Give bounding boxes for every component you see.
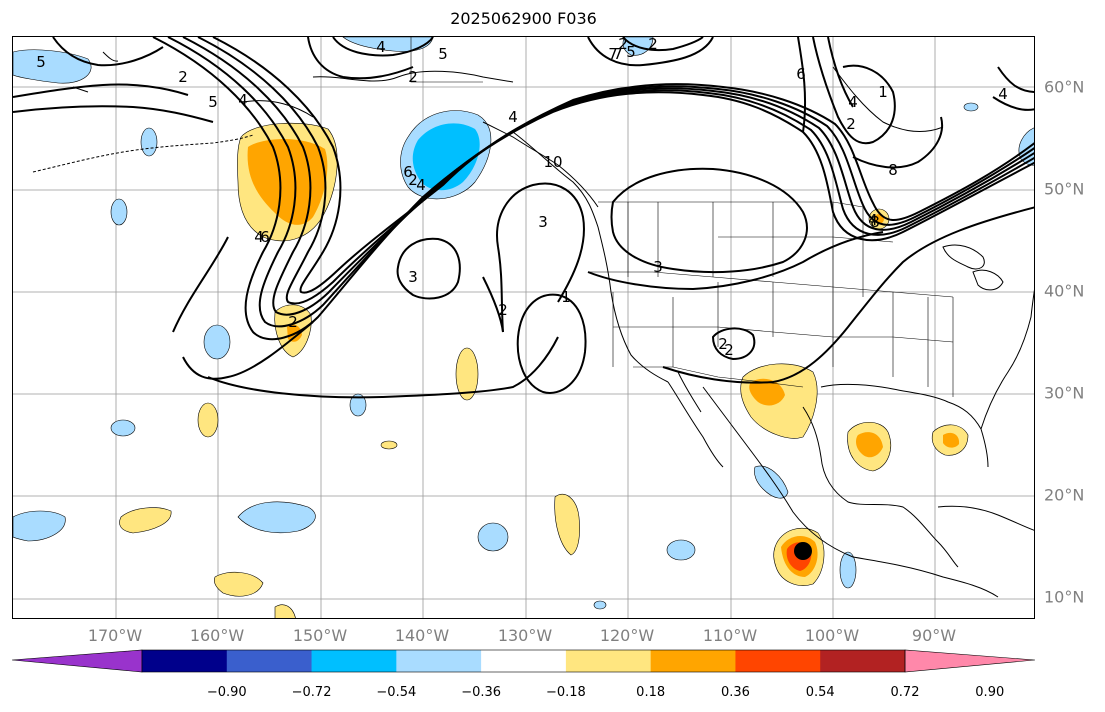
contour-label: 6 (260, 228, 270, 246)
colorbar-segment (311, 650, 397, 672)
longitude-label: 120°W (599, 626, 655, 645)
contour-label: 4 (868, 211, 878, 229)
contour-label: 4 (254, 228, 264, 246)
colorbar-segment (565, 650, 652, 672)
longitude-label: 150°W (292, 626, 348, 645)
contour-label: 2 (718, 335, 728, 353)
height-contours (13, 37, 1034, 399)
longitude-label: 130°W (497, 626, 553, 645)
contour-label: 7 (608, 45, 618, 63)
contour-label: 2 (498, 301, 508, 319)
contour-label: 2 (178, 68, 188, 86)
map-panel: 5 4 5 2 5 2 7 2 2 4 5 6 4 8 4 2 4 6 3 10 4 3 2 1 2 3 2 4 1 2 7 6 8 4 2 (12, 36, 1035, 619)
longitude-label: 160°W (189, 626, 245, 645)
contour-label: 4 (416, 176, 426, 194)
contour-label: 7 (613, 45, 623, 63)
colorbar-tick-label: 0.36 (720, 685, 750, 700)
contour-label: 8 (888, 161, 898, 179)
colorbar-segment (142, 650, 228, 672)
colorbar-tick-label: −0.36 (461, 685, 502, 700)
contour-label: 3 (653, 258, 663, 276)
longitude-label: 170°W (87, 626, 143, 645)
contour-label: 2 (648, 37, 658, 53)
contour-label: 4 (848, 93, 858, 111)
strong-negative-anomaly-gulf-alaska (412, 123, 480, 191)
negative-anomaly-northwest (13, 49, 92, 84)
colorbar-tick-label: −0.18 (545, 685, 586, 700)
colorbar-segment (481, 650, 567, 672)
colorbar-extend-high (904, 649, 1036, 673)
contour-label: 2 (846, 115, 856, 133)
contour-label: 4 (998, 85, 1008, 103)
colorbar-tick-label: 0.90 (975, 685, 1005, 700)
contour-label: 2 (408, 171, 418, 189)
latitude-label: 60°N (1044, 77, 1085, 97)
colorbar-segment (226, 650, 313, 672)
colorbar-tick-label: 0.72 (890, 685, 920, 700)
colorbar-segment (735, 650, 821, 672)
colorbar-tick-label: −0.72 (291, 685, 332, 700)
colorbar-segment (650, 650, 736, 672)
negative-anomaly-north-center (342, 37, 434, 52)
contour-label: 1 (878, 83, 888, 101)
shaded-anomalies (13, 37, 1034, 618)
latitude-label: 20°N (1044, 485, 1085, 505)
colorbar-tick-label: 0.54 (805, 685, 835, 700)
contour-label: 4 (238, 91, 248, 109)
latitude-label: 50°N (1044, 179, 1085, 199)
contour-label: 3 (408, 268, 418, 286)
contour-label: 5 (626, 43, 636, 61)
longitude-label: 140°W (394, 626, 450, 645)
latitude-label: 30°N (1044, 383, 1085, 403)
colorbar-extend-low (11, 649, 143, 673)
contour-label: 6 (403, 163, 413, 181)
latitude-label: 10°N (1044, 587, 1085, 607)
contour-label: 4 (376, 38, 386, 56)
colorbar-tick-label: 0.18 (636, 685, 666, 700)
contour-label: 10 (543, 153, 562, 171)
colorbar (11, 649, 1036, 673)
colorbar-segment (820, 650, 906, 672)
contour-label: 5 (36, 53, 46, 71)
contour-label: 8 (870, 213, 880, 231)
contour-label: 2 (724, 341, 734, 359)
contour-label: 4 (508, 108, 518, 126)
contour-label: 1 (561, 288, 571, 306)
longitude-label: 110°W (702, 626, 758, 645)
contour-label: 5 (438, 45, 448, 63)
longitude-label: 100°W (804, 626, 860, 645)
contour-label: 2 (408, 68, 418, 86)
map-title: 2025062900 F036 (450, 9, 597, 28)
contour-label: 5 (208, 93, 218, 111)
contour-label: 2 (618, 37, 628, 53)
colorbar-segment (396, 650, 482, 672)
colorbar-tick-label: −0.90 (206, 685, 247, 700)
coastlines (32, 51, 1034, 598)
contour-label: 6 (796, 65, 806, 83)
colorbar-tick-label: −0.54 (376, 685, 417, 700)
longitude-label: 90°W (911, 626, 957, 645)
political-borders (410, 37, 954, 397)
contour-label: 3 (538, 213, 548, 231)
latitude-label: 40°N (1044, 281, 1085, 301)
tropical-storm-marker (794, 542, 812, 560)
contour-label: 2 (288, 313, 298, 331)
